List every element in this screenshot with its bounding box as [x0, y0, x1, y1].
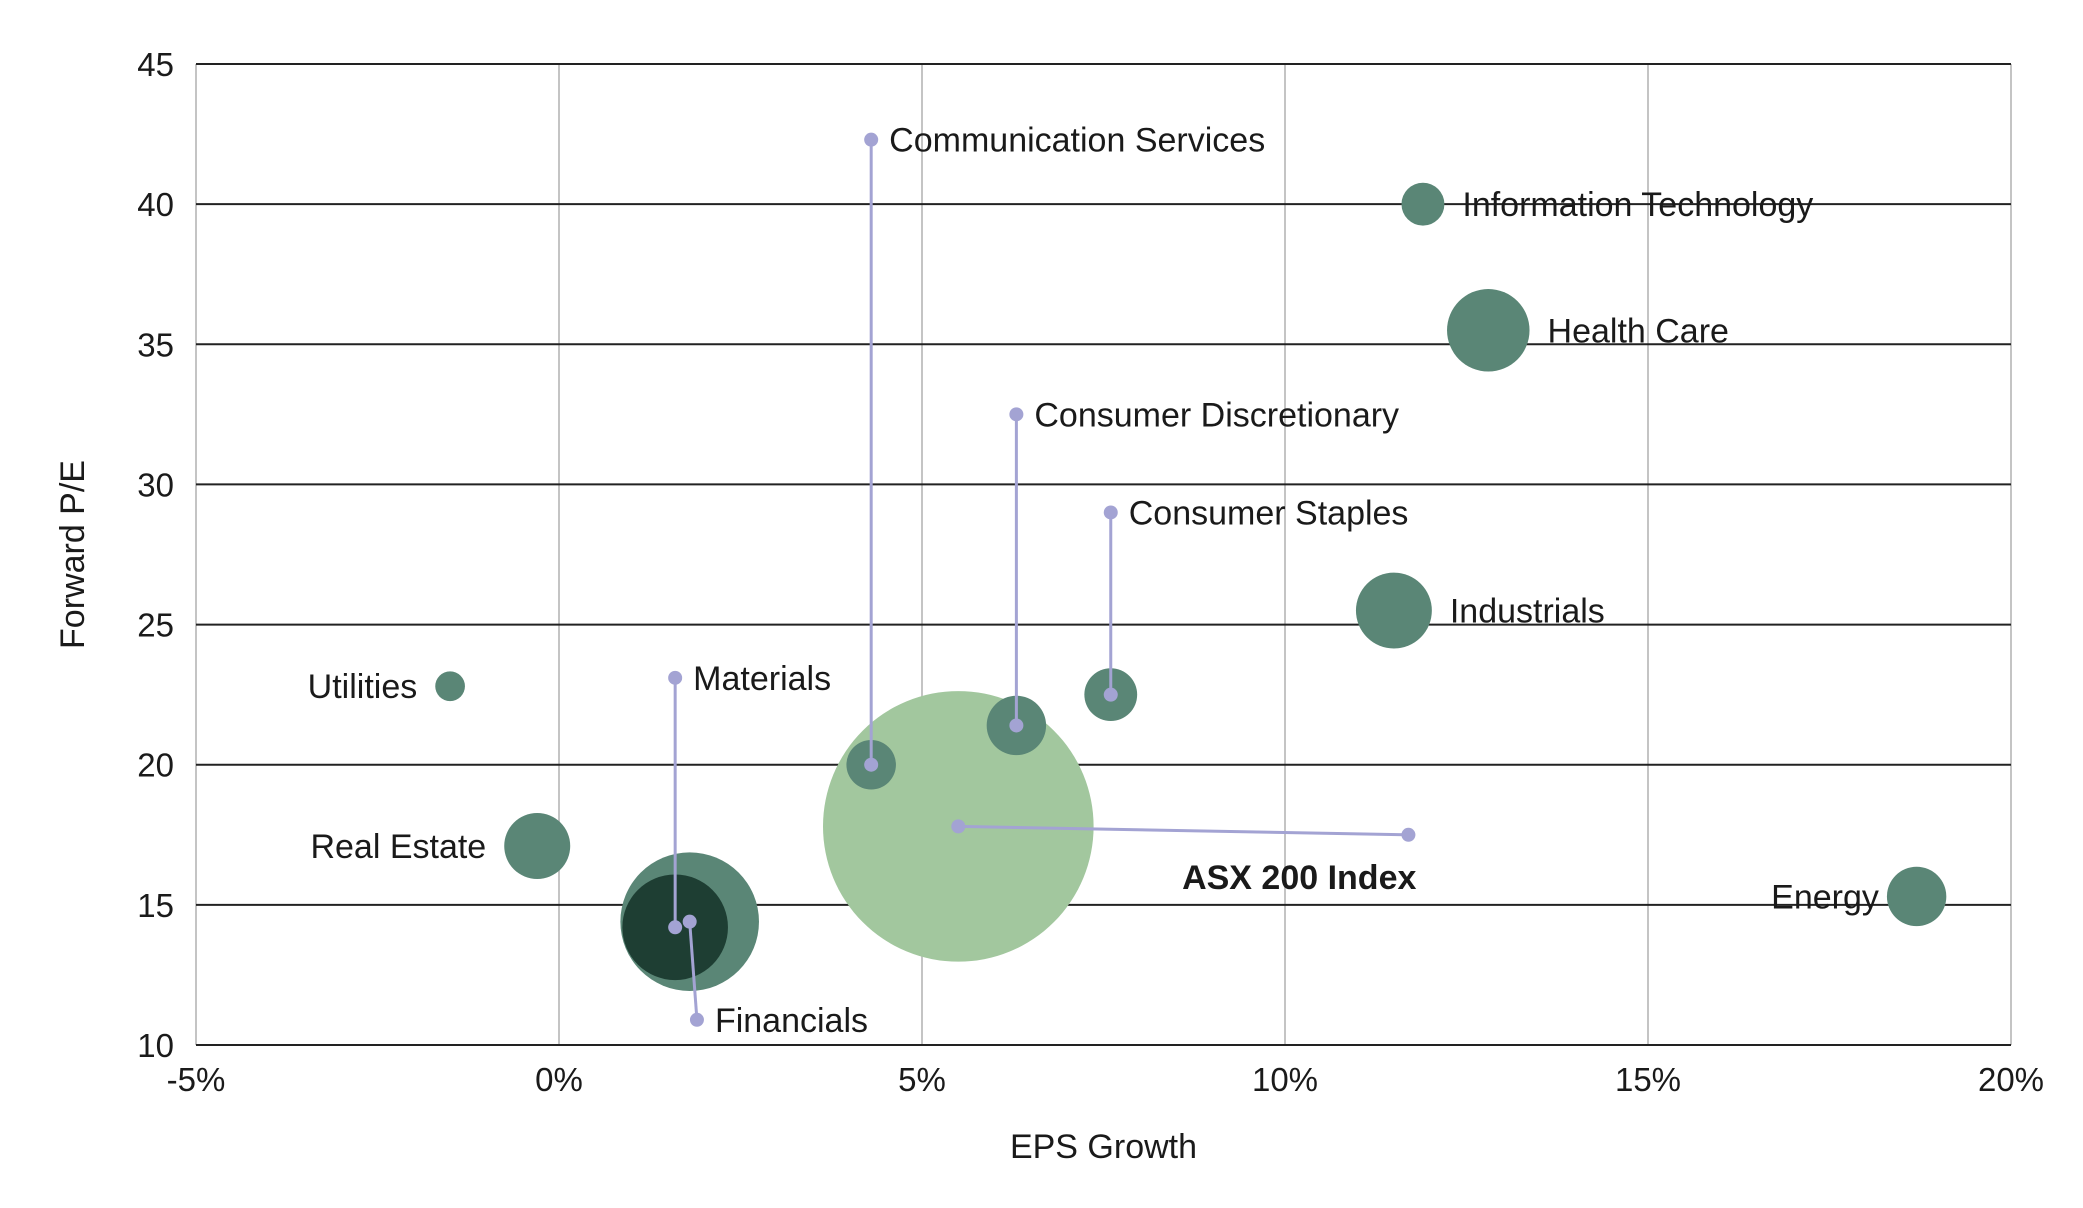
bubble-utilities: [435, 671, 465, 702]
bubble-energy: [1886, 866, 1947, 927]
leader-dot-communication-services: [864, 757, 879, 772]
label-materials: Materials: [693, 660, 831, 698]
vertical-gridlines: [195, 64, 2012, 1045]
leader-dot-asx-200-index: [1401, 827, 1416, 842]
label-real-estate: Real Estate: [310, 828, 486, 866]
bubble-real-estate: [504, 812, 571, 879]
leader-dot-materials: [668, 670, 683, 685]
label-consumer-discretionary: Consumer Discretionary: [1034, 396, 1399, 434]
y-tick-label: 45: [137, 46, 174, 83]
leader-dot-asx-200-index: [951, 819, 966, 834]
y-tick-label: 10: [137, 1027, 174, 1064]
y-tick-label: 30: [137, 466, 174, 503]
leader-dot-financials: [689, 1012, 704, 1027]
y-axis-title: Forward P/E: [54, 460, 92, 649]
x-tick-label: 20%: [1978, 1061, 2044, 1098]
y-tick-label: 40: [137, 186, 174, 223]
leader-dot-consumer-discretionary: [1009, 407, 1024, 422]
label-information-technology: Information Technology: [1462, 186, 1813, 224]
label-energy: Energy: [1771, 878, 1879, 916]
leader-dot-financials: [682, 914, 697, 929]
y-tick-label: 15: [137, 887, 174, 924]
x-tick-label: 10%: [1252, 1061, 1318, 1098]
bubble-information-technology: [1401, 182, 1445, 226]
label-financials: Financials: [715, 1002, 868, 1040]
leader-financials: [688, 921, 699, 1020]
y-tick-label: 25: [137, 607, 174, 644]
leader-asx-200-index: [958, 824, 1409, 837]
leader-lines: [668, 132, 1416, 1027]
label-communication-services: Communication Services: [889, 122, 1265, 160]
bubble-industrials: [1355, 572, 1432, 649]
label-asx-200-index: ASX 200 Index: [1182, 859, 1416, 897]
label-health-care: Health Care: [1548, 312, 1729, 350]
leader-dot-consumer-discretionary: [1009, 718, 1024, 733]
x-axis-title: EPS Growth: [1010, 1128, 1197, 1166]
x-tick-label: 5%: [898, 1061, 946, 1098]
y-tick-labels: 10 15 20 25 30 35 40 45: [137, 46, 174, 1064]
leader-dot-communication-services: [864, 132, 879, 147]
label-utilities: Utilities: [308, 668, 418, 706]
leader-dot-consumer-staples: [1103, 505, 1118, 520]
bubble-labels: Communication Services Information Techno…: [308, 122, 1879, 1040]
x-tick-labels: -5% 0% 5% 10% 15% 20%: [167, 1061, 2044, 1098]
leader-dot-consumer-staples: [1103, 687, 1118, 702]
label-industrials: Industrials: [1450, 593, 1605, 631]
y-tick-label: 20: [137, 747, 174, 784]
x-tick-label: 15%: [1615, 1061, 1681, 1098]
horizontal-gridlines: [196, 63, 2011, 1046]
y-tick-label: 35: [137, 326, 174, 363]
label-consumer-staples: Consumer Staples: [1129, 494, 1409, 532]
x-tick-label: 0%: [535, 1061, 583, 1098]
leader-dot-materials: [668, 920, 683, 935]
x-tick-label: -5%: [167, 1061, 226, 1098]
bubble-health-care: [1447, 289, 1530, 372]
